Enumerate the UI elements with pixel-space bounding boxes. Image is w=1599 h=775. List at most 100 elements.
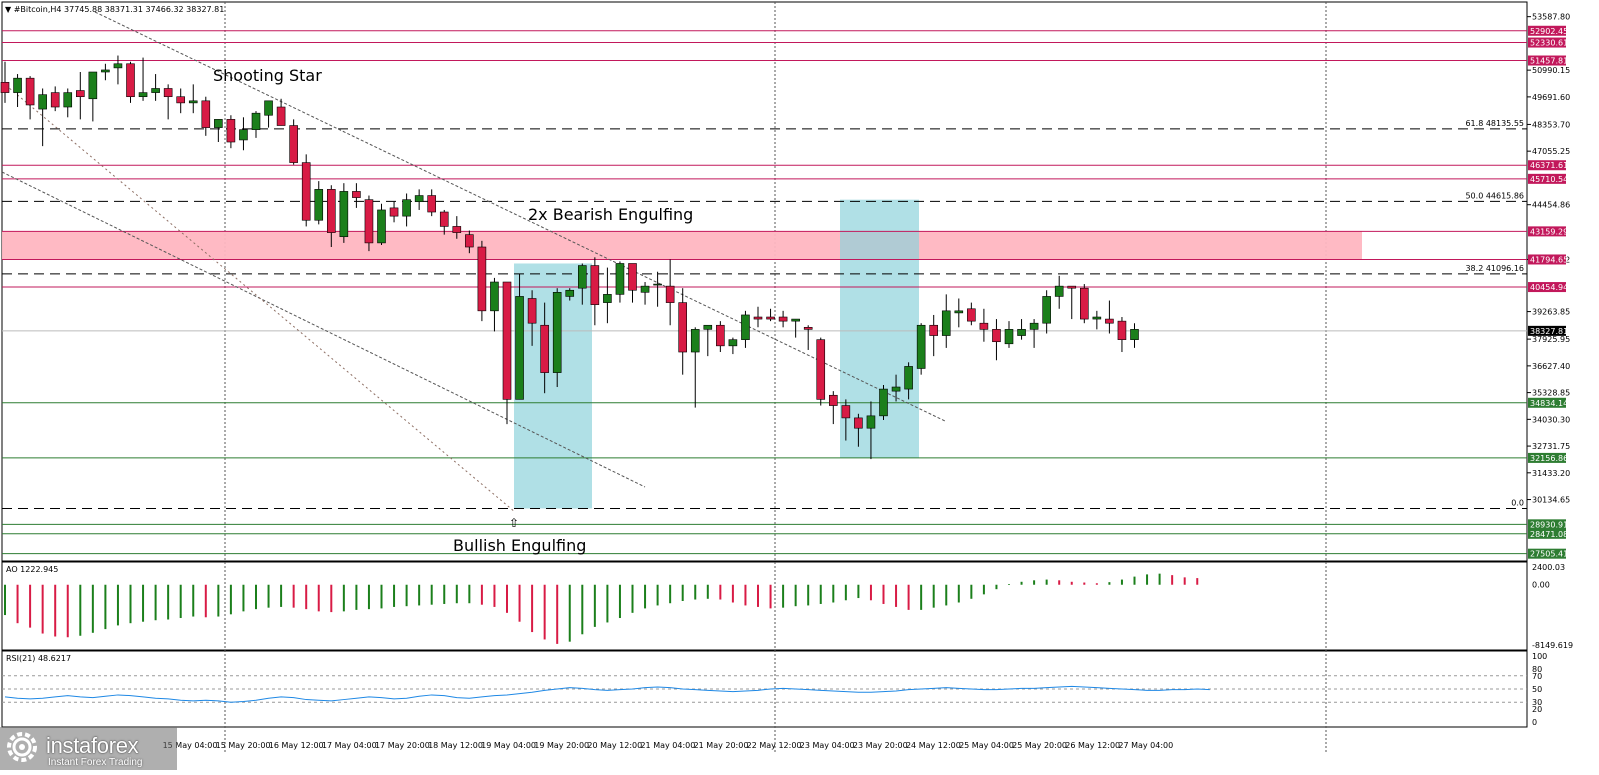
price-tick-label: 39263.85 — [1532, 308, 1570, 317]
candle-bearish — [301, 162, 311, 221]
annotation-bearish-engulfing: 2x Bearish Engulfing — [528, 205, 693, 224]
candle-bearish — [76, 90, 85, 98]
trend-line-lower — [1, 171, 646, 488]
price-tick-label: 32731.75 — [1532, 442, 1570, 451]
candle-bullish — [741, 314, 750, 340]
price-tag-label: 27505.41 — [1530, 550, 1568, 559]
candle-bullish — [577, 265, 587, 289]
time-label: 16 May 12:00 — [269, 741, 324, 750]
price-tag — [1528, 173, 1566, 184]
fib-label: 50.0 44615.86 — [1465, 191, 1524, 200]
candle-bullish — [38, 94, 47, 110]
candle-bearish — [276, 106, 286, 126]
candle-bullish — [88, 71, 98, 100]
rsi-label: RSI(21) 48.6217 — [6, 654, 71, 663]
candle-bearish — [326, 189, 336, 233]
candle-bullish — [1029, 322, 1039, 330]
candle-bullish — [490, 281, 499, 312]
candle-bullish — [339, 191, 349, 238]
rsi-line — [4, 685, 1210, 703]
price-tag-label: 32156.86 — [1530, 454, 1568, 463]
time-label: 21 May 20:00 — [694, 741, 749, 750]
price-tick-label: 37925.95 — [1532, 335, 1570, 344]
candle-bullish — [690, 329, 700, 353]
candle-bullish — [214, 119, 223, 128]
ao-axis-label: -8149.619 — [1532, 641, 1573, 650]
fib-label: 0.0 — [1511, 498, 1524, 507]
candle-bearish — [1067, 285, 1077, 289]
last-price-label: 38327.81 — [1530, 327, 1568, 336]
candle-bullish — [151, 88, 160, 93]
candle-bearish — [0, 81, 10, 93]
rsi-axis-label: 20 — [1532, 705, 1542, 714]
candle-bearish — [929, 324, 939, 336]
trend-line-upper — [94, 11, 946, 422]
candle-bearish — [628, 263, 637, 291]
candle-bullish — [954, 310, 964, 314]
candle-bullish — [653, 283, 662, 286]
candle-bullish — [891, 386, 901, 392]
candle-bearish — [176, 96, 185, 104]
time-label: 21 May 04:00 — [640, 741, 695, 750]
candle-bearish — [854, 417, 863, 429]
logo-subtitle: Instant Forex Trading — [48, 757, 143, 768]
rsi-axis-label: 0 — [1532, 718, 1537, 727]
rsi-axis-label: 100 — [1532, 652, 1547, 661]
price-tag-label: 28471.08 — [1530, 530, 1568, 539]
candle-bullish — [904, 366, 913, 390]
candle-bearish — [753, 316, 763, 320]
candle-bullish — [1130, 329, 1139, 340]
ao-panel-frame — [1, 561, 1528, 651]
fib-label: 38.2 41096.16 — [1465, 264, 1524, 273]
candle-bearish — [665, 285, 675, 303]
price-tick-label: 47055.25 — [1532, 147, 1570, 156]
time-label: 22 May 12:00 — [747, 741, 802, 750]
candle-bullish — [402, 199, 411, 217]
candle-bullish — [101, 69, 110, 73]
candle-bearish — [226, 119, 236, 143]
candle-bearish — [590, 265, 600, 305]
candle-bearish — [778, 316, 788, 322]
candle-bearish — [465, 234, 474, 248]
price-tag-label: 34834.14 — [1530, 399, 1568, 408]
ao-axis-label: 2400.03 — [1532, 563, 1565, 572]
candle-bullish — [1092, 316, 1102, 320]
candle-bullish — [13, 77, 22, 93]
price-tag-label: 52330.61 — [1530, 39, 1568, 48]
candle-bullish — [603, 294, 612, 303]
price-tag — [1528, 452, 1566, 463]
resistance-zone — [2, 231, 1362, 260]
candle-bearish — [289, 125, 298, 163]
rsi-axis-label: 70 — [1532, 672, 1542, 681]
price-tag-label: 45710.54 — [1530, 175, 1568, 184]
candle-bullish — [941, 310, 951, 336]
price-tag-label: 41794.65 — [1530, 255, 1568, 264]
candle-bearish — [452, 226, 462, 233]
candle-bullish — [1054, 285, 1064, 297]
price-tag-label: 51457.81 — [1530, 57, 1568, 66]
candle-bearish — [967, 308, 976, 322]
logo-badge — [0, 727, 177, 770]
price-tag — [1528, 254, 1566, 265]
price-tag-label: 40454.94 — [1530, 283, 1568, 292]
price-tick-label: 36627.40 — [1532, 362, 1570, 371]
candle-bearish — [803, 327, 813, 330]
candle-bearish — [439, 211, 449, 227]
candle-bearish — [126, 63, 135, 98]
candle-bullish — [188, 100, 198, 104]
candle-bullish — [615, 263, 625, 295]
candle-bearish — [678, 302, 688, 353]
candle-bearish — [364, 199, 374, 244]
candle-bullish — [916, 324, 926, 369]
candle-bullish — [138, 92, 148, 98]
time-label: 15 May 20:00 — [216, 741, 271, 750]
time-label: 25 May 04:00 — [959, 741, 1014, 750]
candle-bearish — [527, 298, 537, 324]
time-label: 19 May 04:00 — [481, 741, 536, 750]
price-tag-label: 52902.45 — [1530, 27, 1568, 36]
main-panel-frame — [1, 1, 1528, 562]
rsi-axis-label: 50 — [1532, 685, 1542, 694]
price-tick-label: 31433.20 — [1532, 469, 1570, 478]
candle-bearish — [25, 77, 35, 106]
